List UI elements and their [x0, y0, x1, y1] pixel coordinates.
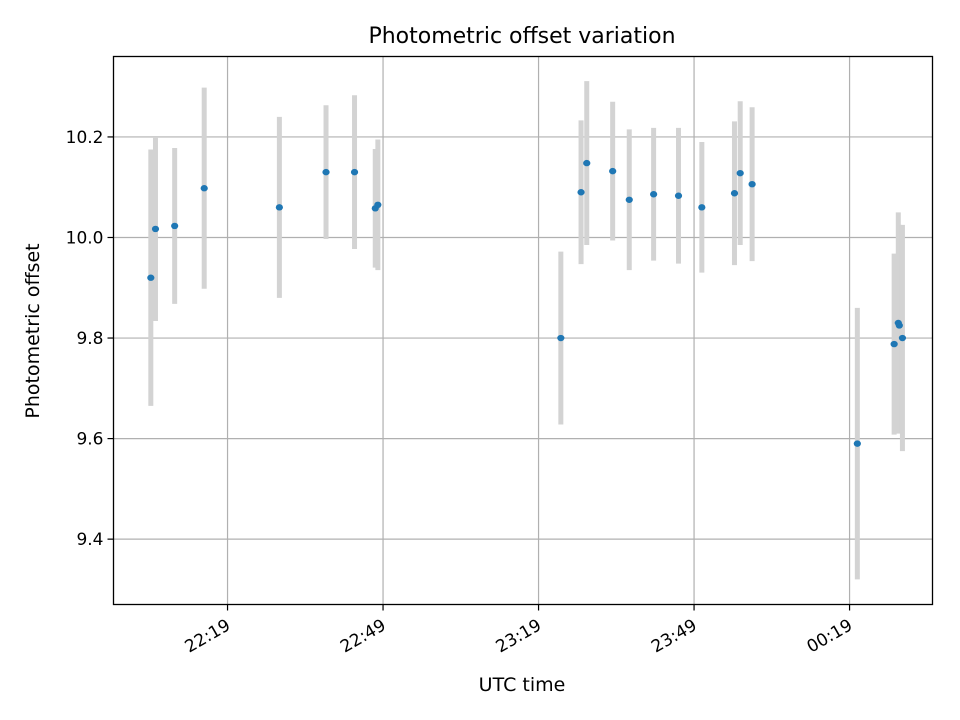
data-point: [730, 190, 739, 197]
errorbar-layer: [148, 81, 905, 580]
y-tick-label: 10.2: [66, 128, 104, 148]
x-tick-label: 00:19: [804, 616, 856, 658]
y-tick-label: 9.4: [76, 530, 103, 550]
y-axis-label: Photometric offset: [22, 243, 44, 418]
chart-title: Photometric offset variation: [368, 24, 675, 49]
y-tick-label: 10.0: [66, 228, 104, 248]
data-point: [650, 191, 658, 198]
data-point: [557, 334, 565, 342]
y-tick-label: 9.8: [76, 329, 103, 349]
tick-layer: 22:19 22:49 23:19 23:49 00:19 9.4 9.6 9.8 10.0 10…: [66, 128, 856, 657]
data-point: [577, 189, 585, 196]
point-layer: [147, 159, 907, 447]
data-point: [625, 196, 633, 203]
data-point: [171, 222, 179, 230]
x-tick-label: 22:19: [182, 616, 234, 658]
x-tick-label: 22:49: [337, 616, 389, 658]
data-point: [200, 185, 208, 192]
data-point: [674, 192, 683, 199]
data-point: [147, 274, 155, 281]
data-point: [748, 180, 756, 188]
data-point: [151, 225, 160, 233]
data-point: [890, 340, 898, 348]
data-point: [374, 201, 382, 209]
x-axis-label: UTC time: [479, 674, 566, 696]
data-point: [275, 204, 283, 211]
x-tick-label: 23:19: [493, 616, 545, 658]
data-point: [322, 168, 330, 176]
x-tick-label: 23:49: [648, 616, 700, 658]
data-point: [895, 322, 903, 329]
grid-layer: [113, 56, 933, 605]
data-point: [898, 334, 907, 342]
data-point: [583, 159, 591, 167]
y-tick-label: 9.6: [76, 430, 103, 450]
data-point: [736, 169, 744, 177]
plot-frame: [112, 55, 934, 606]
data-point: [350, 168, 359, 176]
data-point: [609, 167, 617, 175]
data-point: [853, 440, 861, 447]
data-point: [698, 204, 706, 211]
